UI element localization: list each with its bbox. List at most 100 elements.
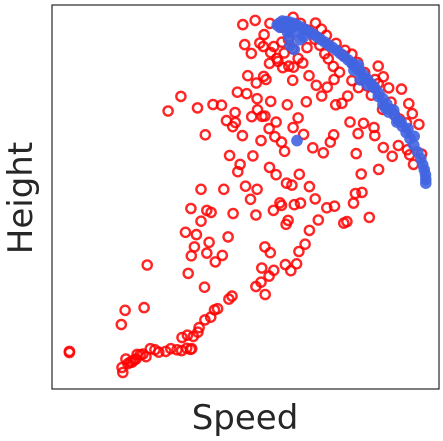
series-0-point-54 xyxy=(227,207,239,220)
series-0-point-217 xyxy=(162,105,174,117)
series-0-point-156 xyxy=(406,107,419,120)
series-0-point-53 xyxy=(222,231,234,243)
series-0-point-55 xyxy=(195,183,207,196)
series-0-point-197 xyxy=(241,69,254,82)
series-0-point-46 xyxy=(195,215,207,227)
series-0-point-78 xyxy=(282,214,294,227)
series-1-point-54 xyxy=(288,43,301,56)
series-0-point-214 xyxy=(223,149,236,162)
series-0-point-205 xyxy=(234,158,246,171)
series-1-point-42 xyxy=(420,177,432,189)
series-1-point-71 xyxy=(408,130,421,143)
series-0-point-212 xyxy=(247,150,259,162)
series-0-point-95 xyxy=(392,139,405,152)
series-0-point-190 xyxy=(258,28,270,41)
series-0-point-105 xyxy=(352,127,364,140)
series-0-point-90 xyxy=(355,168,368,180)
series-1-point-51 xyxy=(278,19,291,32)
series-0-point-33 xyxy=(199,314,211,326)
series-0-point-141 xyxy=(328,73,340,86)
series-0-point-91 xyxy=(350,147,363,160)
series-0-point-42 xyxy=(188,241,201,253)
series-0-point-43 xyxy=(190,228,203,241)
series-1-point-53 xyxy=(294,33,306,46)
series-0-point-207 xyxy=(270,168,282,181)
series-0-point-139 xyxy=(315,90,328,102)
series-0-point-27 xyxy=(141,259,153,271)
series-0-point-110 xyxy=(306,141,319,154)
series-1-point-67 xyxy=(387,104,400,116)
series-0-point-191 xyxy=(236,18,249,31)
series-0-point-29 xyxy=(181,329,194,342)
series-0-point-67 xyxy=(290,257,303,270)
series-0-point-122 xyxy=(226,120,239,133)
series-0-point-64 xyxy=(264,246,277,259)
series-0-point-194 xyxy=(264,46,277,59)
series-0-point-58 xyxy=(259,288,272,301)
series-0-point-25 xyxy=(115,318,128,331)
series-0-point-218 xyxy=(191,102,204,114)
series-0-point-69 xyxy=(299,238,311,250)
series-0-point-79 xyxy=(288,198,301,211)
series-0-point-210 xyxy=(293,168,306,181)
series-0-point-83 xyxy=(328,200,341,212)
series-0-point-18 xyxy=(164,342,177,355)
series-0-point-62 xyxy=(255,262,268,274)
series-0-point-103 xyxy=(368,129,381,142)
series-0-point-195 xyxy=(272,55,284,68)
series-0-point-128 xyxy=(240,87,253,100)
series-0-point-120 xyxy=(236,129,249,142)
series-0-point-44 xyxy=(179,226,192,239)
series-0-point-119 xyxy=(245,110,258,123)
series-0-point-202 xyxy=(292,112,304,124)
series-0-point-112 xyxy=(287,121,299,134)
series-0-point-124 xyxy=(220,114,233,127)
series-0-point-111 xyxy=(297,128,310,141)
series-0-point-71 xyxy=(312,214,325,226)
y-axis-label: Height xyxy=(1,142,41,254)
series-0-point-182 xyxy=(309,17,322,29)
series-0-point-150 xyxy=(372,60,385,72)
series-0-point-114 xyxy=(269,130,281,143)
series-0-point-135 xyxy=(287,61,300,73)
series-0-point-220 xyxy=(239,180,252,192)
series-0-point-169 xyxy=(322,53,335,65)
series-0-point-72 xyxy=(250,209,262,221)
series-0-point-142 xyxy=(329,99,342,111)
series-0-point-37 xyxy=(223,293,235,305)
series-0-point-24 xyxy=(119,304,131,317)
series-0-point-203 xyxy=(300,96,313,108)
series-0-point-200 xyxy=(264,95,277,108)
series-0-point-144 xyxy=(341,90,354,102)
series-0-point-201 xyxy=(286,74,299,87)
series-0-point-23 xyxy=(185,342,198,355)
series-0-point-80 xyxy=(294,197,307,209)
series-0-point-109 xyxy=(317,146,330,159)
series-0-point-26 xyxy=(138,301,150,314)
series-0-point-1 xyxy=(63,346,76,359)
series-0-point-138 xyxy=(310,79,323,92)
plot-frame xyxy=(51,4,440,390)
series-0-point-199 xyxy=(251,92,263,105)
series-0-point-3 xyxy=(117,366,129,379)
series-0-point-88 xyxy=(337,217,350,229)
series-0-point-123 xyxy=(229,106,241,119)
series-0-point-222 xyxy=(256,110,268,123)
series-0-point-93 xyxy=(377,141,390,154)
series-0-point-219 xyxy=(231,165,244,178)
series-0-point-204 xyxy=(281,99,294,111)
series-0-point-140 xyxy=(321,81,334,93)
series-0-point-143 xyxy=(336,97,348,110)
series-0-point-50 xyxy=(203,236,215,249)
series-0-point-137 xyxy=(303,69,315,82)
series-0-point-165 xyxy=(301,41,313,54)
series-0-point-74 xyxy=(267,204,280,217)
series-0-point-209 xyxy=(286,179,298,191)
series-0-point-40 xyxy=(182,267,194,280)
series-0-point-51 xyxy=(209,256,222,268)
series-0-point-49 xyxy=(200,247,213,259)
series-0-point-32 xyxy=(193,321,205,334)
series-1-point-62 xyxy=(367,81,380,93)
series-0-point-213 xyxy=(255,134,267,147)
